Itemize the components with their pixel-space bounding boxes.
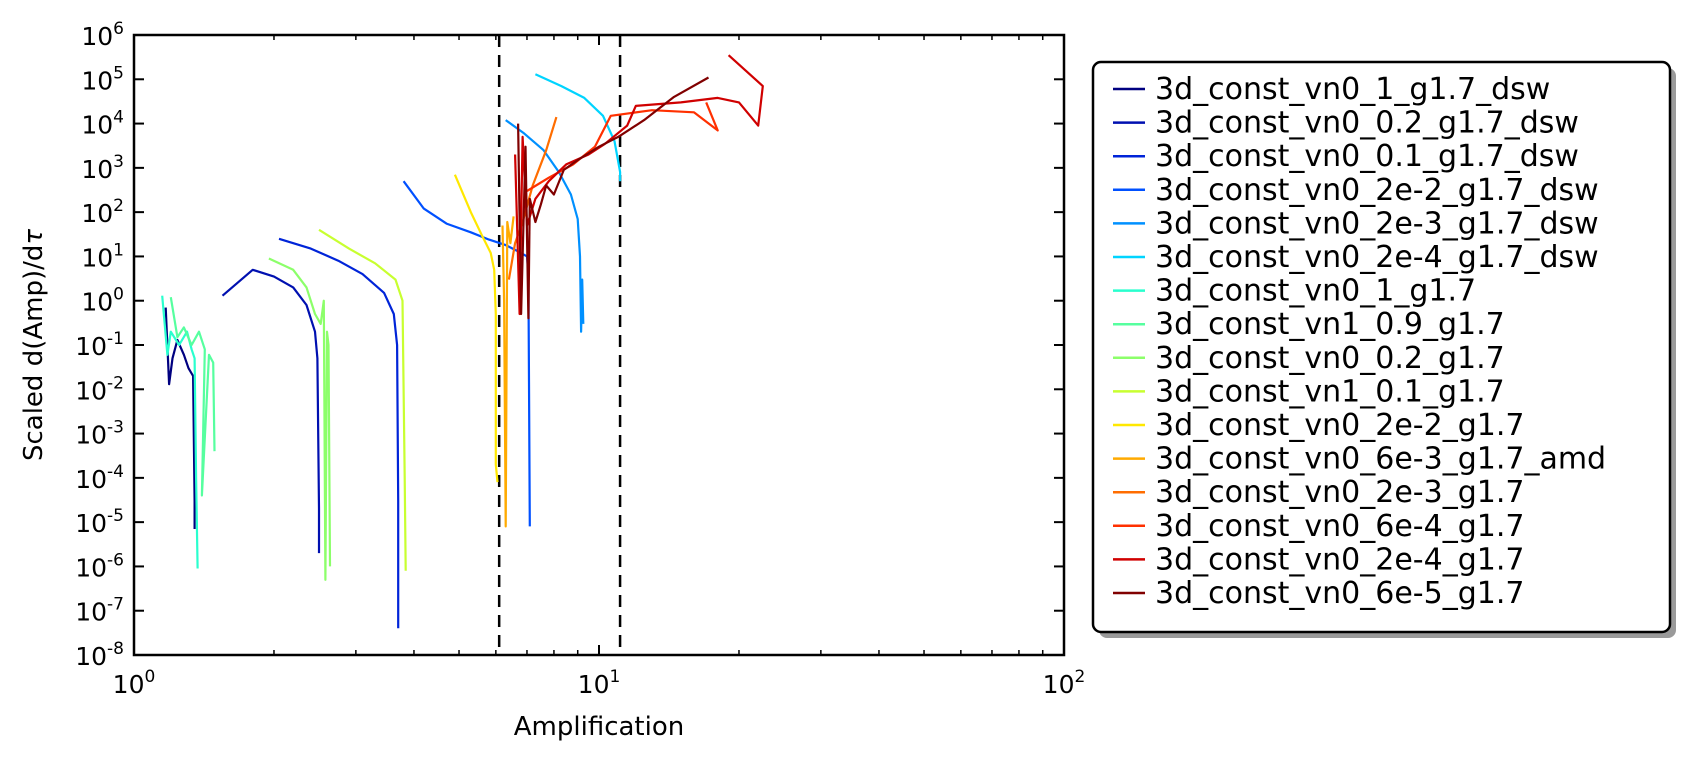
series-line-5 — [505, 119, 585, 333]
x-ticks: 100 101 102 — [113, 35, 1086, 699]
series-line-6 — [534, 73, 622, 182]
y-axis-label: Scaled d(Amp)/dτ — [19, 229, 49, 461]
x-tick-label: 102 — [1043, 667, 1086, 699]
legend-box — [1091, 60, 1672, 634]
legend-label-14: 3d_const_vn0_6e-4_g1.7 — [1155, 509, 1524, 544]
legend-label-10: 3d_const_vn1_0.1_g1.7 — [1155, 374, 1505, 409]
legend: 3d_const_vn0_1_g1.7_dsw3d_const_vn0_0.2_… — [1091, 60, 1676, 638]
series-lines — [161, 54, 764, 629]
y-tick-label: 10-3 — [75, 418, 124, 450]
y-tick-label: 100 — [81, 285, 124, 317]
series-line-3 — [278, 237, 400, 629]
y-tick-label: 103 — [81, 152, 124, 184]
legend-label-1: 3d_const_vn0_1_g1.7_dsw — [1155, 72, 1550, 107]
y-ticks: 106 105 104 103 102 101 100 10-1 10-2 10-3 10-4 10-… — [75, 19, 1064, 671]
series-line-2 — [221, 268, 321, 554]
series-line-16 — [517, 76, 710, 320]
series-line-11 — [453, 174, 499, 483]
y-tick-label: 10-2 — [75, 373, 124, 405]
y-tick-label: 10-5 — [75, 506, 124, 538]
y-tick-label: 102 — [81, 196, 124, 228]
legend-label-9: 3d_const_vn0_0.2_g1.7 — [1155, 341, 1505, 376]
reference-lines — [497, 35, 622, 655]
series-line-12 — [501, 216, 515, 528]
y-tick-label: 10-7 — [75, 595, 124, 627]
legend-label-4: 3d_const_vn0_2e-2_g1.7_dsw — [1155, 173, 1599, 208]
series-line-9 — [268, 257, 332, 581]
legend-label-6: 3d_const_vn0_2e-4_g1.7_dsw — [1155, 240, 1599, 275]
y-tick-label: 105 — [81, 63, 124, 95]
series-line-8 — [169, 297, 216, 497]
legend-label-3: 3d_const_vn0_0.1_g1.7_dsw — [1155, 139, 1579, 174]
y-tick-label: 10-4 — [75, 462, 124, 494]
y-tick-label: 104 — [81, 108, 124, 140]
legend-label-15: 3d_const_vn0_2e-4_g1.7 — [1155, 542, 1524, 577]
series-line-1 — [164, 307, 196, 529]
y-tick-label: 106 — [81, 19, 124, 51]
y-tick-label: 10-1 — [75, 329, 124, 361]
x-tick-label: 100 — [113, 667, 156, 699]
legend-label-7: 3d_const_vn0_1_g1.7 — [1155, 274, 1476, 309]
legend-label-16: 3d_const_vn0_6e-5_g1.7 — [1155, 576, 1524, 611]
legend-label-2: 3d_const_vn0_0.2_g1.7_dsw — [1155, 106, 1579, 141]
legend-label-11: 3d_const_vn0_2e-2_g1.7 — [1155, 408, 1524, 443]
series-line-15 — [514, 54, 764, 316]
series-line-13 — [507, 116, 558, 280]
y-tick-label: 101 — [81, 240, 124, 272]
legend-label-12: 3d_const_vn0_6e-3_g1.7_amd — [1155, 442, 1606, 477]
series-line-10 — [318, 228, 407, 571]
legend-label-5: 3d_const_vn0_2e-3_g1.7_dsw — [1155, 206, 1599, 241]
series-line-14 — [526, 101, 719, 192]
y-tick-label: 10-8 — [75, 639, 124, 671]
legend-label-8: 3d_const_vn1_0.9_g1.7 — [1155, 307, 1505, 342]
plot-frame — [132, 33, 1066, 657]
x-axis-label: Amplification — [514, 712, 684, 742]
x-tick-label: 101 — [578, 667, 621, 699]
y-tick-label: 10-6 — [75, 550, 124, 582]
legend-label-13: 3d_const_vn0_2e-3_g1.7 — [1155, 475, 1524, 510]
series-line-7 — [161, 295, 199, 569]
